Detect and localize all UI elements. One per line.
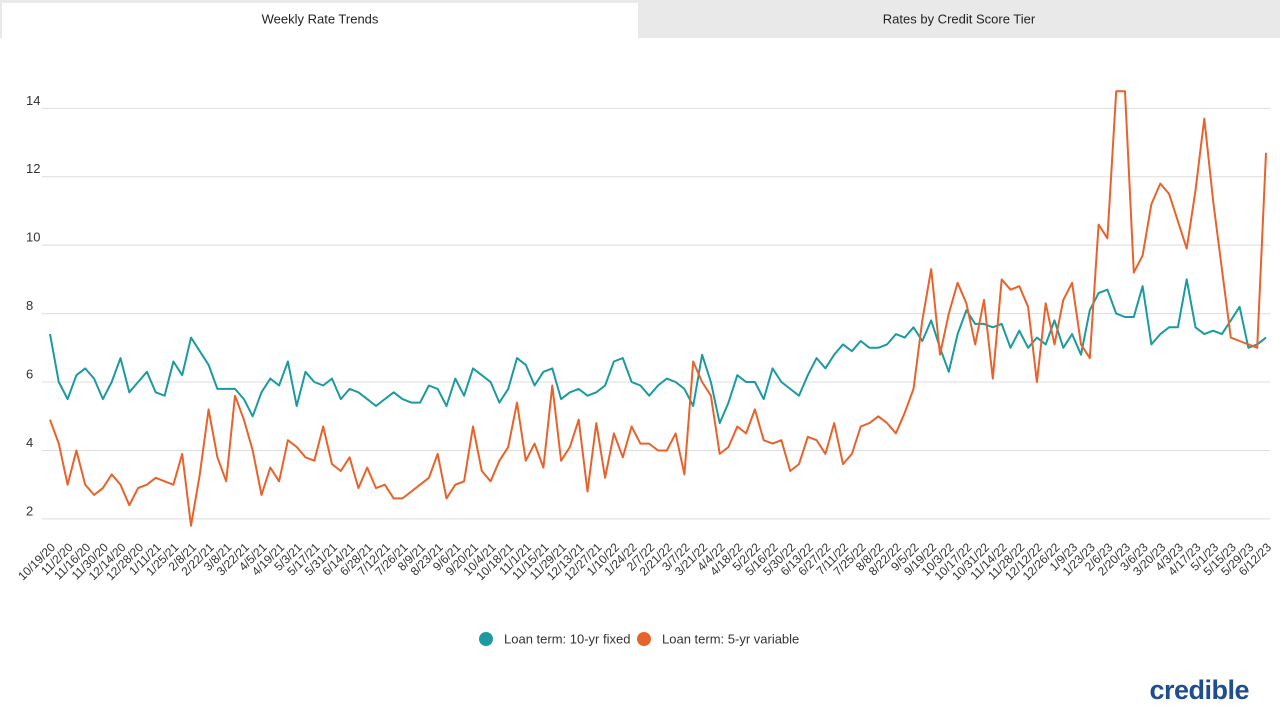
legend-label: Loan term: 5-yr variable bbox=[662, 631, 799, 646]
line-series bbox=[49, 278, 1267, 425]
y-tick-label: 8 bbox=[26, 298, 33, 313]
tab-label[interactable]: Rates by Credit Score Tier bbox=[883, 11, 1036, 26]
logo: credible bbox=[1149, 675, 1249, 705]
line-series bbox=[49, 90, 1267, 527]
y-tick-label: 4 bbox=[26, 435, 33, 450]
tab-active[interactable] bbox=[2, 3, 638, 39]
y-tick-label: 6 bbox=[26, 366, 33, 381]
legend-swatch bbox=[479, 632, 493, 646]
y-tick-label: 12 bbox=[26, 161, 40, 176]
y-tick-label: 10 bbox=[26, 230, 40, 245]
tab-label[interactable]: Weekly Rate Trends bbox=[262, 11, 379, 26]
legend-swatch bbox=[637, 632, 651, 646]
y-tick-label: 2 bbox=[26, 503, 33, 518]
tab[interactable]: Weekly Rate Trends bbox=[2, 3, 638, 39]
tab[interactable]: Rates by Credit Score Tier bbox=[883, 11, 1036, 26]
legend-label: Loan term: 10-yr fixed bbox=[504, 631, 630, 646]
y-tick-label: 14 bbox=[26, 93, 40, 108]
